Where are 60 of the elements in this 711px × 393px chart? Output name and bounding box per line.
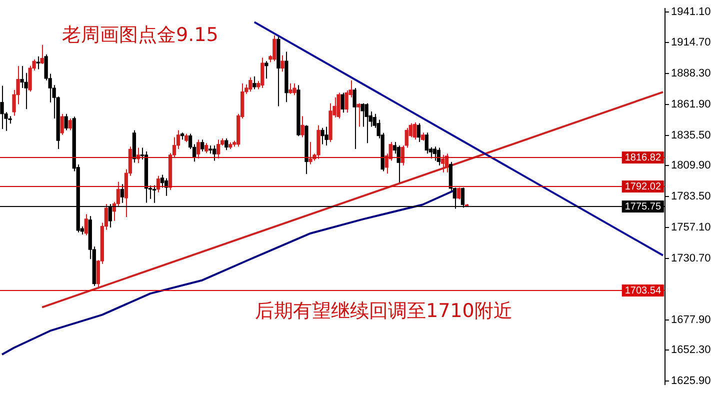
candlestick [84,214,88,236]
ref-line-label: 1775.75 [624,201,662,212]
candlestick [64,113,68,131]
y-tick-label: 1783.50 [671,190,711,202]
candlestick [280,54,284,72]
candlestick [416,122,420,142]
ref-line-label: 1816.82 [624,152,662,164]
y-tick-label: 1625.90 [671,375,711,388]
y-tick-label: 1835.50 [671,130,711,142]
candlestick [20,66,24,89]
candlestick [300,116,304,138]
candlestick [364,102,368,144]
candlestick [432,146,436,162]
y-tick-label: 1677.90 [671,314,711,326]
candlestick [160,174,164,188]
candlestick [272,34,276,62]
candlestick [320,127,324,145]
candlestick [456,187,461,200]
candlestick [68,118,72,131]
ref-line-label: 1703.54 [624,285,662,296]
y-tick-label: 1941.10 [671,6,711,18]
y-tick-label: 1861.90 [671,98,711,111]
candlestick [344,90,348,114]
candlestick [412,122,416,140]
candlestick [248,77,252,92]
candlestick [424,132,428,154]
y-tick-label: 1757.10 [671,221,711,234]
candlestick [212,144,216,162]
candlestick [196,139,200,159]
y-tick-label: 1809.90 [671,160,711,172]
candlestick [216,139,220,159]
y-tick-label: 1888.30 [671,68,711,80]
candlestick [292,82,296,96]
candlestick [200,139,204,152]
candlestick [356,102,360,128]
candlestick [336,92,340,120]
candlestick [40,44,44,65]
candlestick [288,82,292,94]
candlestick [352,88,356,150]
candlestick [120,184,124,204]
ref-line-label: 1792.02 [624,181,662,192]
candlestick [396,144,400,184]
candlestick [204,142,208,154]
candlestick [308,141,312,165]
candlestick [324,126,328,146]
candlestick [224,138,228,151]
text: 老周画图点金9.15 [62,23,218,48]
candlestick [440,154,444,173]
y-tick-label: 1914.70 [671,36,711,49]
candlestick [60,113,64,136]
candlestick [252,76,256,90]
candlestick [360,102,364,128]
candlestick [340,92,344,114]
candlestick [0,85,4,130]
candlestick [260,57,264,89]
candlestick [28,65,32,92]
annotation: 后期有望继续回调至1710附近 [255,299,512,324]
candlestick [36,56,40,70]
y-tick-label: 1652.30 [671,344,711,356]
y-tick-label: 1730.70 [671,252,711,264]
